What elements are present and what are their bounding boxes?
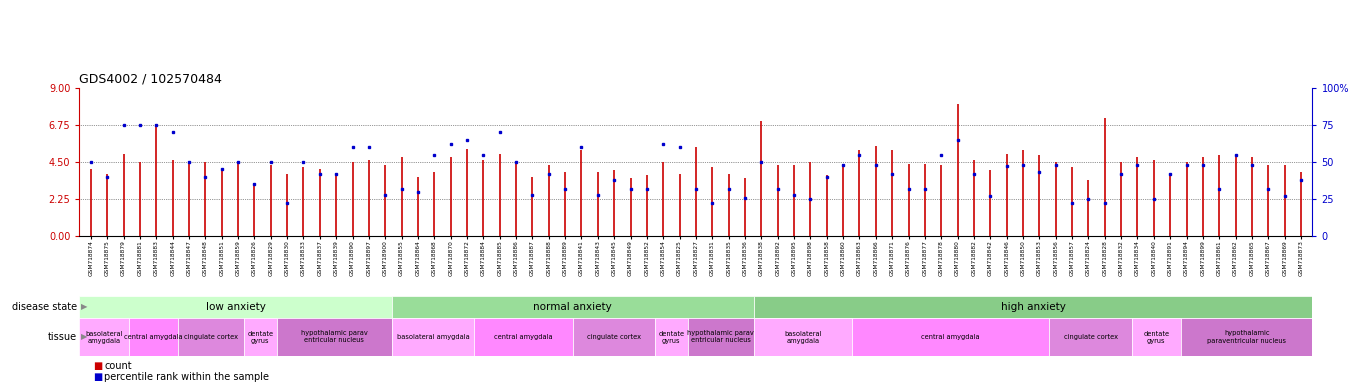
- Text: GDS4002 / 102570484: GDS4002 / 102570484: [79, 73, 222, 86]
- Text: count: count: [104, 361, 132, 371]
- Text: cingulate cortex: cingulate cortex: [586, 334, 641, 340]
- Text: basolateral amygdala: basolateral amygdala: [396, 334, 470, 340]
- Text: high anxiety: high anxiety: [1000, 302, 1066, 312]
- Bar: [1049, 318, 1132, 356]
- Text: ▶: ▶: [81, 303, 88, 311]
- Text: disease state: disease state: [11, 302, 77, 312]
- Bar: [277, 318, 392, 356]
- Text: hypothalamic parav
entricular nucleus: hypothalamic parav entricular nucleus: [688, 331, 754, 344]
- Text: central amygdala: central amygdala: [922, 334, 980, 340]
- Text: dentate
gyrus: dentate gyrus: [658, 331, 685, 344]
- Text: basolateral
amygdala: basolateral amygdala: [85, 331, 123, 344]
- Text: hypothalamic parav
entricular nucleus: hypothalamic parav entricular nucleus: [301, 331, 367, 344]
- Bar: [655, 318, 688, 356]
- Bar: [392, 318, 474, 356]
- Bar: [573, 318, 655, 356]
- Text: ■: ■: [93, 361, 101, 371]
- Text: central amygdala: central amygdala: [495, 334, 552, 340]
- Text: basolateral
amygdala: basolateral amygdala: [784, 331, 822, 344]
- Text: dentate
gyrus: dentate gyrus: [1143, 331, 1170, 344]
- Bar: [474, 318, 573, 356]
- Bar: [392, 296, 754, 318]
- Bar: [79, 318, 129, 356]
- Text: dentate
gyrus: dentate gyrus: [247, 331, 274, 344]
- Text: hypothalamic
paraventricular nucleus: hypothalamic paraventricular nucleus: [1207, 331, 1286, 344]
- Text: central amygdala: central amygdala: [125, 334, 182, 340]
- Text: ■: ■: [93, 372, 101, 382]
- Bar: [852, 318, 1049, 356]
- Text: ▶: ▶: [81, 333, 88, 341]
- Bar: [244, 318, 277, 356]
- Bar: [754, 318, 852, 356]
- Bar: [79, 296, 392, 318]
- Bar: [1181, 318, 1312, 356]
- Text: percentile rank within the sample: percentile rank within the sample: [104, 372, 269, 382]
- Bar: [178, 318, 244, 356]
- Text: cingulate cortex: cingulate cortex: [184, 334, 238, 340]
- Bar: [129, 318, 178, 356]
- Text: cingulate cortex: cingulate cortex: [1063, 334, 1118, 340]
- Bar: [688, 318, 754, 356]
- Text: tissue: tissue: [48, 332, 77, 342]
- Bar: [754, 296, 1312, 318]
- Text: normal anxiety: normal anxiety: [533, 302, 612, 312]
- Text: low anxiety: low anxiety: [206, 302, 266, 312]
- Bar: [1132, 318, 1181, 356]
